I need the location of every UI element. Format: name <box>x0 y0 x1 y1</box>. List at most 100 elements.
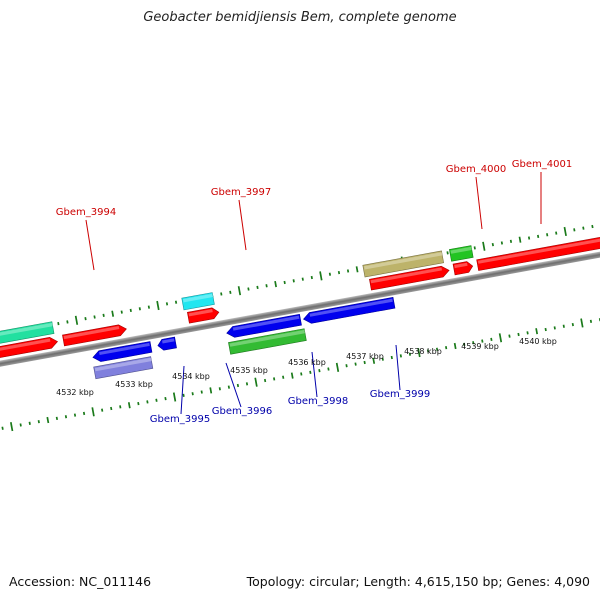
tick-mark <box>174 300 178 304</box>
gene-features <box>0 232 600 380</box>
tick-mark <box>453 342 457 350</box>
tick-mark <box>146 400 149 404</box>
kbp-axis-labels: 4532 kbp 4533 kbp 4534 kbp 4535 kbp 4536 kbp… <box>56 337 557 397</box>
tick-mark <box>93 315 96 319</box>
tick-mark <box>408 352 412 356</box>
kbp-label: 4532 kbp <box>56 388 94 397</box>
tick-mark <box>236 383 240 388</box>
tick-mark <box>435 347 439 351</box>
tick-mark <box>573 228 576 232</box>
gene-label-gbem-3998: Gbem_3998 <box>288 396 348 407</box>
map-title: Geobacter bemidjiensis Bem, complete gen… <box>143 10 457 25</box>
label-leaders <box>85 172 542 415</box>
gene-arrow-gbem-3996 <box>157 336 177 351</box>
tick-mark <box>164 397 167 401</box>
tick-mark <box>346 269 350 273</box>
leader-line-gbem-3998 <box>311 351 318 398</box>
tick-mark <box>446 251 449 255</box>
tick-mark <box>546 233 549 237</box>
tick-mark <box>37 420 40 424</box>
tick-mark <box>562 324 565 328</box>
tick-mark <box>28 421 31 425</box>
feature-green-3998 <box>228 328 307 355</box>
tick-mark <box>66 320 69 324</box>
gene-arrow-gbem-4000 <box>369 265 450 291</box>
gene-label-gbem-4001: Gbem_4001 <box>512 159 572 170</box>
tick-mark <box>327 367 330 371</box>
tick-mark <box>9 422 14 432</box>
tick-mark <box>335 362 340 372</box>
tick-mark <box>445 346 448 350</box>
tick-mark <box>292 279 295 283</box>
leader-line-gbem-4000 <box>475 176 483 230</box>
tick-mark <box>191 392 194 396</box>
tick-mark <box>318 369 321 373</box>
tick-mark <box>508 334 511 338</box>
tick-mark <box>580 318 584 328</box>
gene-arrow-gbem-3995 <box>92 341 153 362</box>
tick-mark <box>165 302 169 306</box>
tick-mark <box>563 226 567 237</box>
tick-mark <box>182 393 185 397</box>
tick-mark <box>119 405 122 409</box>
tick-mark <box>245 382 249 386</box>
tick-mark <box>273 377 276 381</box>
tick-mark <box>527 236 531 240</box>
tick-mark <box>500 241 504 245</box>
gene-arrow-gbem-3998 <box>226 313 302 338</box>
tick-mark <box>101 408 104 412</box>
tick-mark <box>535 328 539 335</box>
kbp-label: 4539 kbp <box>461 342 499 351</box>
gene-label-gbem-3996: Gbem_3996 <box>212 406 272 417</box>
tick-mark <box>263 378 267 383</box>
tick-mark <box>354 362 357 366</box>
tick-mark <box>498 333 503 343</box>
tick-mark <box>517 332 520 337</box>
tick-mark <box>55 416 59 421</box>
tick-mark <box>290 372 294 379</box>
gene-arrow-gbem-3999 <box>303 296 396 324</box>
tick-mark <box>390 355 393 360</box>
tick-mark <box>274 281 277 288</box>
tick-mark <box>544 327 547 332</box>
tick-mark <box>1 426 4 430</box>
gene-label-gbem-4000: Gbem_4000 <box>446 164 506 175</box>
tick-mark <box>363 360 366 365</box>
tick-mark <box>417 347 421 358</box>
tick-mark <box>490 337 493 342</box>
gene-label-gbem-3997: Gbem_3997 <box>211 187 271 198</box>
accession-text: Accession: NC_011146 <box>9 574 152 589</box>
tick-mark <box>526 331 529 335</box>
kbp-label: 4537 kbp <box>346 352 384 361</box>
tick-mark <box>127 402 131 409</box>
feature-lavender <box>93 356 154 380</box>
gene-arrow-gbem-3997 <box>187 307 220 324</box>
tick-mark <box>74 315 79 325</box>
tick-mark <box>301 277 304 281</box>
gene-label-gbem-3999: Gbem_3999 <box>370 389 430 400</box>
gene-arrow-gbem-3994 <box>62 324 127 347</box>
tick-mark <box>172 392 177 402</box>
tick-mark <box>472 341 475 345</box>
tick-mark <box>64 415 68 419</box>
gene-arrow-left-edge <box>0 337 58 368</box>
tick-mark <box>426 349 430 353</box>
tick-mark <box>328 272 332 276</box>
kbp-label: 4538 kbp <box>404 347 442 356</box>
tick-mark <box>256 285 259 290</box>
tick-mark <box>138 307 141 311</box>
tick-mark <box>345 364 348 368</box>
tick-mark <box>91 407 95 417</box>
tick-mark <box>399 354 402 358</box>
tick-mark <box>319 271 323 281</box>
tick-mark <box>481 339 484 343</box>
tick-mark <box>591 224 594 229</box>
tick-mark <box>589 319 593 323</box>
kbp-label: 4534 kbp <box>172 372 210 381</box>
tick-mark <box>73 413 77 417</box>
tick-mark <box>110 406 113 411</box>
tick-mark <box>229 290 232 294</box>
gene-arrow-right-edge <box>476 232 600 271</box>
leader-line-gbem-3996 <box>225 362 242 408</box>
